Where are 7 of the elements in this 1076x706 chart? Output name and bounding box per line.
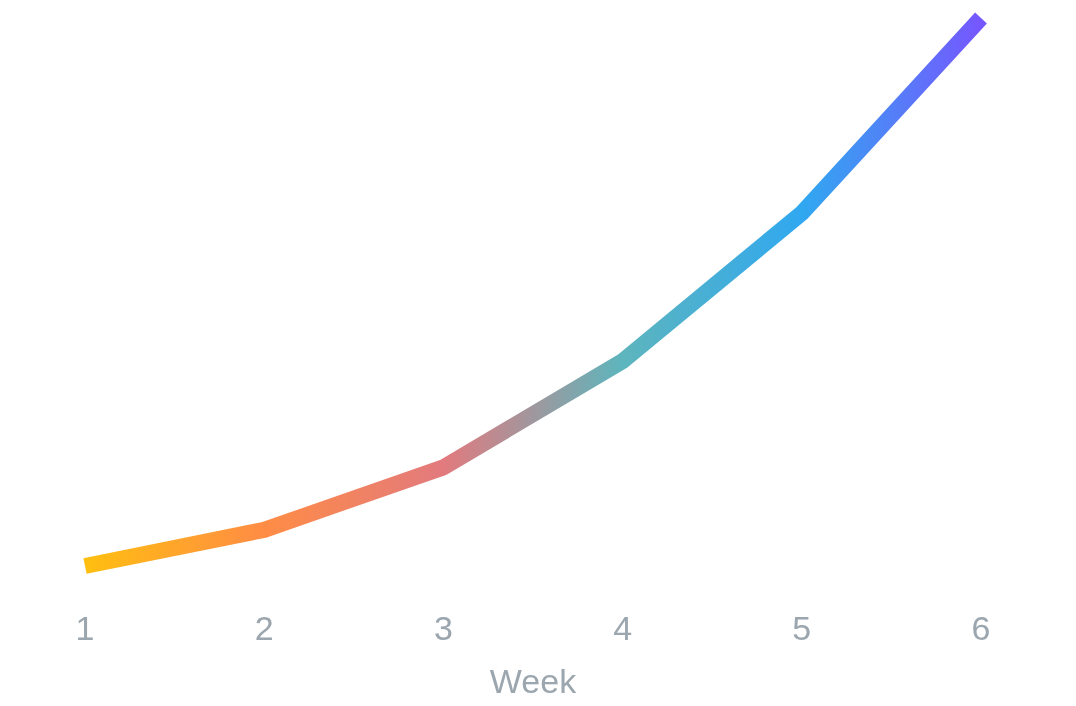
x-tick-label: 2 bbox=[254, 609, 274, 647]
x-tick-label: 1 bbox=[75, 609, 95, 647]
x-tick-label: 5 bbox=[792, 609, 812, 647]
x-tick-label: 6 bbox=[971, 609, 991, 647]
x-axis-title: Week bbox=[489, 662, 578, 700]
x-tick-label: 3 bbox=[433, 609, 453, 647]
x-tick-label: 4 bbox=[613, 609, 633, 647]
